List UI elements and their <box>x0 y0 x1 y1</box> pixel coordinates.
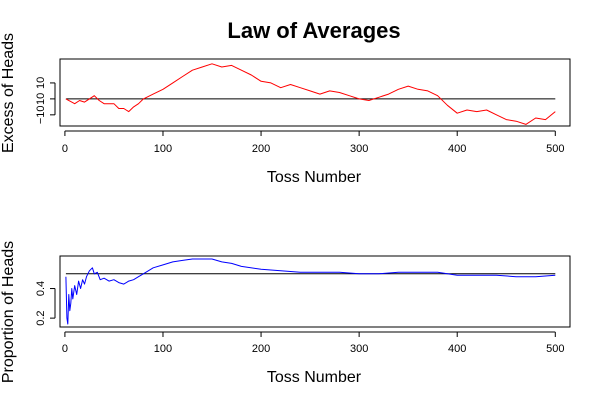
x-tick-label: 500 <box>546 143 564 155</box>
x-tick-label: 200 <box>252 143 270 155</box>
y-tick-label: −10 <box>35 105 47 124</box>
x-tick-label: 200 <box>252 343 270 355</box>
x-tick-label: 0 <box>62 143 68 155</box>
panel-2-x-axis: 0 100 200 300 400 500 <box>62 331 564 355</box>
figure-title: Law of Averages <box>227 18 400 43</box>
panel-2-x-axis-label: Toss Number <box>267 369 362 386</box>
x-tick-label: 500 <box>546 343 564 355</box>
panel-2-series-group <box>65 258 556 325</box>
series-line-0 <box>65 63 556 125</box>
series-line-0 <box>65 258 556 325</box>
panel-2-y-axis-label: Proportion of Heads <box>0 241 17 383</box>
x-tick-label: 100 <box>154 343 172 355</box>
proportion-of-heads-panel: 0 100 200 300 400 500 0.2 0.4 Toss Number Prop… <box>0 241 571 386</box>
panel-1-x-axis-label: Toss Number <box>267 169 362 186</box>
x-tick-label: 0 <box>62 343 68 355</box>
panel-2-frame <box>59 255 571 328</box>
panel-1-x-axis: 0 100 200 300 400 500 <box>62 130 564 155</box>
y-tick-label: 0.4 <box>35 281 47 296</box>
panel-2-y-axis: 0.2 0.4 <box>35 281 56 326</box>
y-tick-label: 10 <box>35 93 47 105</box>
panel-1-frame <box>59 58 571 127</box>
x-tick-label: 400 <box>448 343 466 355</box>
y-tick-label: 10 <box>35 77 47 89</box>
x-tick-label: 300 <box>350 143 368 155</box>
x-tick-label: 300 <box>350 343 368 355</box>
panel-1-series-group <box>65 63 556 125</box>
x-tick-label: 100 <box>154 143 172 155</box>
panel-1-y-axis-label: Excess of Heads <box>0 33 17 153</box>
y-tick-label: 0.2 <box>35 310 47 325</box>
x-tick-label: 400 <box>448 143 466 155</box>
